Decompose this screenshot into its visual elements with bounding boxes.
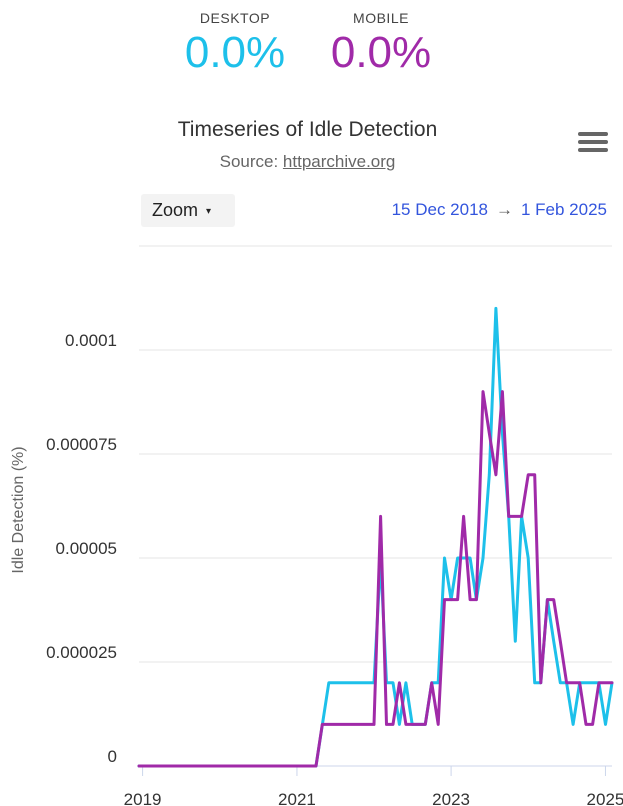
- series-line-mobile: [137, 390, 614, 768]
- desktop-label: DESKTOP: [199, 10, 271, 26]
- source-prefix: Source:: [219, 152, 283, 171]
- date-range: 15 Dec 2018 → 1 Feb 2025: [330, 200, 607, 220]
- y-tick-label: 0: [108, 747, 117, 766]
- x-axis: 2019 2021 2023 2025: [124, 765, 623, 806]
- desktop-value: 0.0%: [184, 28, 286, 77]
- menu-bar: [578, 140, 608, 144]
- y-axis: 0 0.000025 0.00005 0.000075 0.0001: [46, 331, 117, 766]
- grid-lines: [139, 245, 612, 663]
- zoom-button[interactable]: Zoom ▾: [141, 194, 235, 227]
- range-start[interactable]: 15 Dec 2018: [391, 200, 488, 219]
- caret-down-icon: ▾: [206, 206, 212, 217]
- y-tick-label: 0.00005: [56, 539, 117, 558]
- arrow-right-icon: →: [495, 200, 513, 219]
- series-line-desktop: [137, 306, 614, 768]
- chart-subtitle: Source: httparchive.org: [0, 152, 615, 172]
- range-end[interactable]: 1 Feb 2025: [520, 200, 607, 219]
- y-axis-label: Idle Detection (%): [10, 446, 27, 573]
- hamburger-menu-icon[interactable]: [578, 132, 608, 156]
- x-tick-label: 2021: [278, 790, 316, 806]
- x-tick-label: 2023: [432, 790, 470, 806]
- mobile-value: 0.0%: [330, 28, 432, 77]
- chart-title: Timeseries of Idle Detection: [177, 118, 438, 141]
- menu-bar: [578, 148, 608, 152]
- desktop-metric: DESKTOP 0.0%: [170, 10, 300, 78]
- y-tick-label: 0.000075: [46, 435, 117, 454]
- mobile-label: MOBILE: [353, 10, 409, 26]
- x-tick-label: 2019: [124, 790, 162, 806]
- y-tick-label: 0.0001: [65, 331, 117, 350]
- series-lines: [137, 306, 614, 768]
- menu-bar: [578, 132, 608, 136]
- source-link[interactable]: httparchive.org: [282, 152, 396, 171]
- mobile-metric: MOBILE 0.0%: [316, 10, 446, 78]
- zoom-label: Zoom: [152, 200, 199, 220]
- summary-metrics: DESKTOP 0.0% MOBILE 0.0%: [0, 10, 623, 90]
- y-tick-label: 0.000025: [46, 643, 117, 662]
- x-tick-label: 2025: [587, 790, 623, 806]
